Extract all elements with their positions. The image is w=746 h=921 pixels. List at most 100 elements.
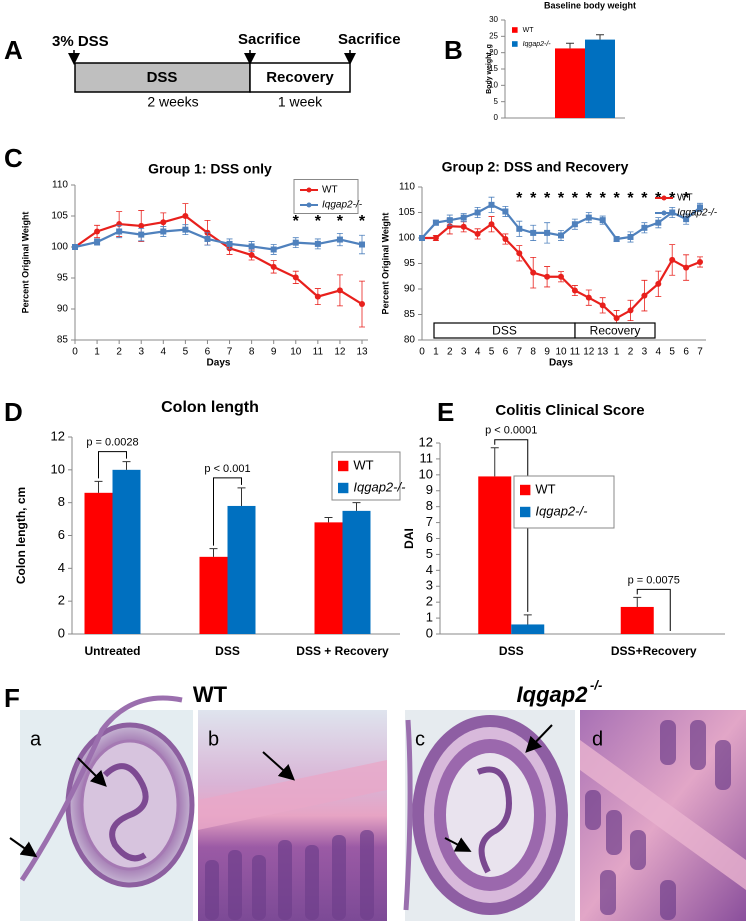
legend-swatch [306, 202, 312, 208]
point [248, 243, 255, 250]
chart-title: Baseline body weight [544, 0, 636, 10]
significance-marker: * [613, 190, 620, 207]
y-tick-label: 100 [51, 242, 68, 253]
legend-swatch [661, 210, 667, 216]
point [138, 222, 145, 229]
significance-marker: * [293, 213, 300, 230]
point [292, 274, 299, 281]
point [599, 217, 606, 224]
x-tick-label: 7 [227, 347, 233, 358]
p-bracket [213, 477, 242, 546]
x-tick-label: 8 [249, 347, 255, 358]
point [94, 228, 101, 235]
bar [585, 39, 615, 118]
chart-title: Group 2: DSS and Recovery [442, 159, 629, 175]
bar [555, 48, 585, 118]
y-axis-label: Colon length, cm [14, 487, 28, 584]
y-tick-label: 6 [426, 530, 433, 545]
legend-label: Iqgap2-/- [535, 503, 588, 518]
x-tick-label: DSS [215, 644, 240, 658]
group-title: WT [193, 682, 228, 707]
y-tick-label: 10 [489, 80, 498, 89]
point [160, 228, 167, 235]
bar [620, 606, 654, 634]
x-tick-label: 0 [419, 347, 425, 358]
point [585, 214, 592, 221]
chart-title: Colitis Clinical Score [495, 402, 644, 419]
point [585, 294, 592, 301]
x-axis-label: Days [207, 358, 231, 369]
point [270, 246, 277, 253]
point [627, 233, 634, 240]
x-tick-label: 13 [356, 347, 368, 358]
x-tick-label: 4 [475, 347, 481, 358]
bar [227, 505, 256, 634]
histology-image [198, 710, 387, 921]
x-tick-label: 4 [161, 347, 167, 358]
y-tick-label: 90 [404, 284, 416, 295]
bar [342, 510, 371, 634]
x-tick-label: 11 [570, 347, 581, 358]
phase-box [574, 322, 656, 339]
point [474, 230, 481, 237]
point [530, 269, 537, 276]
x-tick-label: 1 [433, 347, 439, 358]
significance-marker: * [544, 190, 551, 207]
x-tick-label: 6 [683, 347, 689, 358]
point [697, 204, 703, 211]
x-tick-label: 2 [447, 347, 453, 358]
legend-label: WT [523, 27, 535, 34]
point [292, 239, 299, 246]
x-tick-label: 12 [334, 347, 346, 358]
p-bracket [636, 588, 671, 631]
point [613, 315, 620, 322]
x-tick-label: 8 [530, 347, 536, 358]
point [683, 216, 690, 223]
y-tick-label: 4 [58, 560, 65, 575]
error-bar [237, 487, 246, 506]
legend-label: WT [353, 457, 373, 472]
error-bar [523, 614, 532, 625]
x-tick-label: Untreated [84, 644, 140, 658]
y-tick-label: 2 [58, 593, 65, 608]
chart-title: Group 1: DSS only [148, 161, 272, 177]
y-tick-label: 110 [52, 180, 68, 191]
point [226, 240, 233, 247]
y-tick-label: 0 [58, 625, 65, 640]
point [516, 225, 523, 232]
significance-marker: * [315, 213, 322, 230]
y-tick-label: 95 [404, 258, 416, 269]
legend-label: Iqgap2-/- [523, 41, 552, 48]
point [72, 244, 78, 250]
error-bar [490, 447, 499, 477]
panel-label: D [4, 397, 23, 427]
x-tick-label: 7 [517, 347, 523, 358]
p-bracket [98, 451, 127, 479]
legend-label: Iqgap2-/- [322, 200, 363, 211]
y-tick-label: 10 [419, 466, 433, 481]
point [419, 235, 425, 241]
legend-swatch [520, 484, 531, 496]
point [516, 250, 523, 257]
y-axis-label: Percent Original Weight [20, 212, 30, 314]
panel-label: A [4, 35, 23, 65]
significance-marker: * [558, 190, 565, 207]
x-tick-label: 3 [461, 347, 467, 358]
point [270, 263, 277, 270]
point [697, 258, 703, 265]
p-value: p = 0.0075 [628, 574, 680, 586]
image-label: d [592, 728, 603, 750]
y-tick-label: 7 [426, 514, 433, 529]
x-tick-label: 10 [290, 347, 302, 358]
point [558, 232, 564, 239]
x-axis-label: Days [549, 358, 573, 369]
legend-label: WT [322, 185, 338, 196]
bar [314, 522, 343, 634]
point [336, 287, 343, 294]
y-tick-label: 15 [489, 64, 498, 73]
legend-swatch [520, 506, 531, 518]
point [359, 301, 365, 308]
bar [112, 469, 141, 634]
